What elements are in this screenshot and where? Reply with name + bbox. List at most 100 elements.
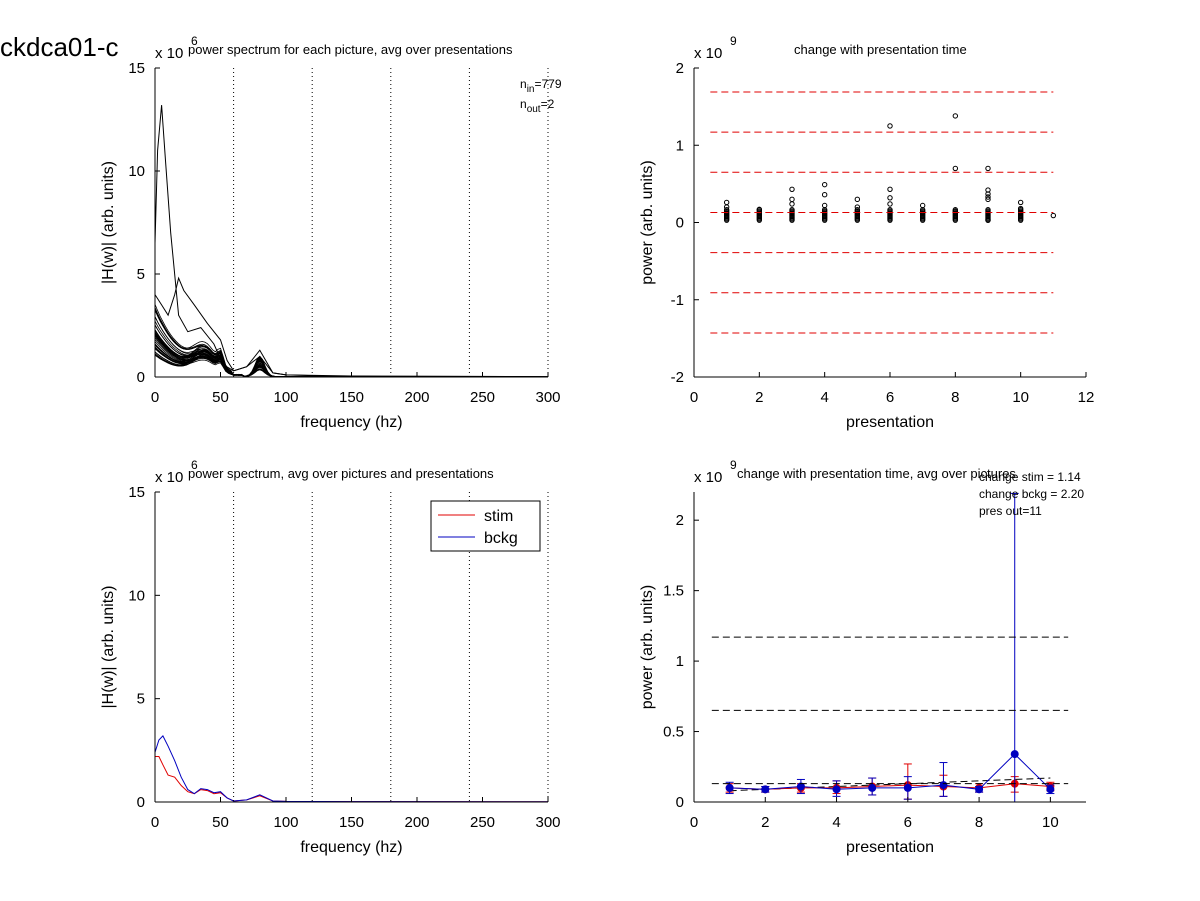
x-tick-label: 4 (820, 389, 828, 406)
data-point (887, 201, 893, 207)
y-tick-label: -1 (671, 292, 684, 309)
data-point (887, 123, 893, 129)
data-point (985, 187, 991, 193)
data-point (985, 207, 991, 213)
panel-title: change with presentation time, avg over … (737, 466, 1016, 481)
x-tick-label: 8 (951, 389, 959, 406)
x-tick-label: 100 (273, 389, 298, 406)
panel-top-left: power spectrum for each picture, avg ove… (100, 34, 562, 431)
series-line-bckg (155, 735, 548, 802)
panel-title: power spectrum, avg over pictures and pr… (188, 466, 494, 481)
data-point (821, 202, 828, 209)
data-point (821, 191, 828, 198)
x-tick-label: 250 (470, 814, 495, 831)
x-tick-label: 0 (151, 389, 159, 406)
data-point (887, 195, 893, 201)
series-line-stim (155, 756, 548, 802)
data-point-bckg (903, 783, 912, 792)
x-tick-label: 250 (470, 389, 495, 406)
count-annotation: nin=779 (520, 77, 562, 95)
x-tick-label: 2 (761, 814, 769, 831)
x-tick-label: 2 (755, 389, 763, 406)
x-axis-label: frequency (hz) (300, 839, 402, 856)
x-tick-label: 4 (832, 814, 840, 831)
data-point (789, 201, 795, 207)
panel-title: change with presentation time (794, 42, 967, 57)
y-axis-label: power (arb. units) (639, 585, 656, 710)
spectrum-line (155, 105, 548, 377)
legend-label-bckg: bckg (484, 530, 518, 547)
data-point (887, 186, 893, 192)
stat-annotation: change stim = 1.14 (979, 470, 1081, 484)
y-axis-label: |H(w)| (arb. units) (100, 586, 117, 709)
data-point-bckg (939, 781, 948, 790)
y-tick-label: 15 (128, 60, 145, 77)
data-point (985, 165, 991, 172)
spectrum-line (155, 307, 548, 377)
legend-label-stim: stim (484, 508, 513, 525)
axis-exponent: x 10 (155, 45, 183, 62)
series-line-bckg (729, 753, 1051, 790)
data-point (789, 186, 795, 192)
data-point (854, 196, 861, 203)
x-tick-label: 300 (535, 389, 560, 406)
spectrum-line (155, 320, 548, 377)
panel-top-right: change with presentation time 0 2 4 6 8 10 12-… (639, 34, 1094, 431)
data-point (887, 207, 893, 213)
y-tick-label: -2 (671, 369, 684, 386)
data-point (854, 207, 861, 213)
data-point (1017, 199, 1024, 206)
y-tick-label: 0.5 (663, 724, 684, 741)
data-point (821, 181, 828, 188)
stat-annotation: pres out=11 (979, 504, 1042, 518)
data-point (723, 204, 730, 210)
spectrum-line (155, 332, 548, 377)
data-point (952, 165, 959, 172)
y-tick-label: 1 (676, 653, 684, 670)
data-point (952, 208, 959, 214)
data-point (723, 199, 730, 206)
x-tick-label: 0 (690, 389, 698, 406)
panel-bottom-right: change with presentation time, avg over … (639, 458, 1086, 856)
data-point (854, 204, 861, 210)
x-tick-label: 300 (535, 814, 560, 831)
x-tick-label: 10 (1012, 389, 1029, 406)
data-point (1050, 212, 1057, 219)
y-tick-label: 0 (137, 369, 145, 386)
x-tick-label: 10 (1042, 814, 1059, 831)
data-point (789, 207, 795, 213)
y-tick-label: 5 (137, 691, 145, 708)
x-tick-label: 150 (339, 814, 364, 831)
data-point-bckg (725, 783, 734, 792)
data-point (919, 202, 926, 209)
y-tick-label: 10 (128, 163, 145, 180)
axis-exponent-power: 9 (730, 34, 737, 48)
x-tick-label: 8 (975, 814, 983, 831)
data-point-bckg (796, 782, 805, 791)
data-point-bckg (868, 783, 877, 792)
x-tick-label: 200 (404, 389, 429, 406)
x-tick-label: 50 (212, 389, 229, 406)
y-tick-label: 1 (676, 137, 684, 154)
spectrum-line (155, 304, 548, 377)
spectrum-line (155, 276, 548, 377)
panel-title: power spectrum for each picture, avg ove… (188, 42, 513, 57)
series-line-stim (729, 783, 1051, 790)
y-tick-label: 2 (676, 60, 684, 77)
y-tick-label: 0 (137, 794, 145, 811)
legend: stim bckg (430, 500, 541, 552)
data-point-bckg (1046, 785, 1055, 794)
x-tick-label: 100 (273, 814, 298, 831)
axis-exponent-power: 9 (730, 458, 737, 472)
data-point (789, 196, 795, 203)
axis-exponent-power: 6 (191, 34, 198, 48)
figure-title: ckdca01-c (0, 32, 119, 62)
x-tick-label: 12 (1078, 389, 1095, 406)
x-axis-label: presentation (846, 839, 934, 856)
data-point (723, 207, 730, 213)
y-tick-label: 2 (676, 512, 684, 529)
spectrum-line (155, 309, 548, 377)
spectrum-line (155, 316, 548, 377)
y-axis-label: |H(w)| (arb. units) (100, 161, 117, 284)
y-axis-label: power (arb. units) (639, 160, 656, 285)
